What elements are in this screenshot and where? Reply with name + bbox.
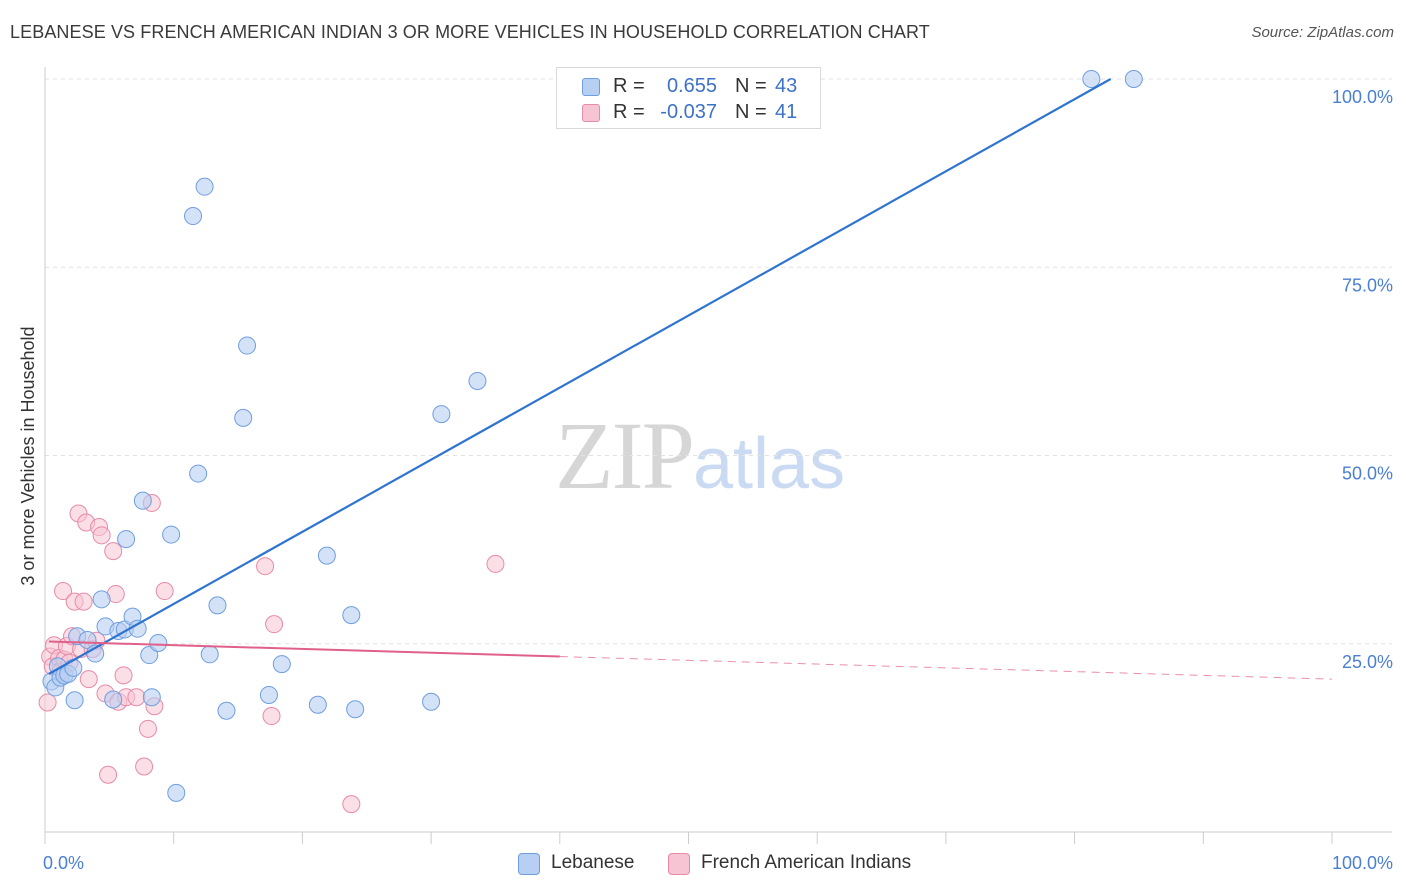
lebanese-point xyxy=(1082,70,1101,88)
lebanese-swatch xyxy=(582,78,600,96)
lebanese-point xyxy=(208,596,227,615)
lebanese-point xyxy=(142,688,161,707)
lebanese-point xyxy=(104,690,123,709)
lebanese-point xyxy=(184,207,203,226)
french-american-indians-trendline xyxy=(48,640,560,658)
french-american-indians-point xyxy=(262,707,281,726)
trendline-layer xyxy=(48,78,1333,680)
y-tick-label: 50.0% xyxy=(1342,464,1393,484)
x-tick-label: 0.0% xyxy=(43,853,84,873)
legend-n-label: N = xyxy=(735,101,767,123)
lebanese-point xyxy=(346,700,365,719)
legend-label-lebanese: Lebanese xyxy=(551,852,635,873)
lebanese-point xyxy=(149,633,168,652)
french-american-indians-point xyxy=(99,765,118,784)
lebanese-point xyxy=(133,491,152,510)
french-american-indians-point xyxy=(79,670,98,689)
lebanese-point xyxy=(1124,70,1143,88)
y-tick-label: 75.0% xyxy=(1342,275,1393,295)
lebanese-point xyxy=(317,546,336,565)
lebanese-point xyxy=(238,336,257,355)
french-american-indians-point xyxy=(342,795,361,814)
legend-n-label: N = xyxy=(735,75,767,97)
x-tick-label: 100.0% xyxy=(1332,853,1393,873)
french-american-indians-point xyxy=(135,757,154,776)
french-american-indians-legend-swatch xyxy=(668,853,690,875)
french-american-indians-point xyxy=(74,592,93,611)
legend-r-value: 0.655 xyxy=(666,75,717,97)
french-american-indians-trendline-extension xyxy=(559,656,1333,680)
lebanese-point xyxy=(64,658,83,677)
lebanese-point xyxy=(217,701,236,720)
lebanese-trendline xyxy=(48,78,1112,675)
grid-layer xyxy=(45,78,1392,645)
french-american-indians-point xyxy=(256,557,275,576)
french-american-indians-point xyxy=(486,554,505,573)
legend-r-label: R = xyxy=(613,101,645,123)
french-american-indians-point xyxy=(155,582,174,601)
legend-row-french-american-indians: R = -0.037 N = 41 xyxy=(557,101,820,127)
lebanese-point xyxy=(432,405,451,424)
lebanese-point xyxy=(195,177,214,196)
lebanese-point xyxy=(78,630,97,649)
french-american-indians-point xyxy=(114,666,133,685)
y-axis-title: 3 or more Vehicles in Household xyxy=(18,326,38,585)
legend-label-french-american-indians: French American Indians xyxy=(701,852,912,873)
legend-n-value: 43 xyxy=(775,75,798,97)
lebanese-point xyxy=(234,408,253,427)
lebanese-point xyxy=(342,606,361,625)
french-american-indians-point xyxy=(104,542,123,561)
lebanese-point xyxy=(162,525,181,544)
y-tick-label: 100.0% xyxy=(1332,87,1393,107)
chart-title: LEBANESE VS FRENCH AMERICAN INDIAN 3 OR … xyxy=(10,22,930,42)
lebanese-point xyxy=(259,685,278,704)
series-legend: Lebanese French American Indians xyxy=(0,851,1406,877)
french-american-indians-point xyxy=(265,615,284,634)
lebanese-point xyxy=(422,692,441,711)
lebanese-point xyxy=(65,691,84,710)
french-american-indians-point xyxy=(38,693,57,712)
source-credit: Source: ZipAtlas.com xyxy=(1251,24,1394,41)
lebanese-points xyxy=(42,70,1143,802)
lebanese-point xyxy=(117,530,136,549)
correlation-legend: R = 0.655 N = 43 R = -0.037 N = 41 xyxy=(556,67,821,129)
lebanese-point xyxy=(200,645,219,664)
lebanese-legend-swatch xyxy=(518,853,540,875)
lebanese-point xyxy=(468,371,487,390)
french-american-indians-point xyxy=(92,526,111,545)
lebanese-point xyxy=(189,464,208,483)
watermark-atlas: atlas xyxy=(693,424,846,504)
french-american-indians-point xyxy=(127,688,146,707)
legend-n-value: 41 xyxy=(775,101,798,123)
french-american-indians-point xyxy=(138,719,157,738)
lebanese-point xyxy=(140,646,159,665)
legend-r-label: R = xyxy=(613,75,645,97)
lebanese-point xyxy=(272,655,291,674)
watermark: ZIPatlas xyxy=(555,400,845,511)
lebanese-point xyxy=(167,783,186,802)
lebanese-point xyxy=(92,590,111,609)
legend-r-value: -0.037 xyxy=(660,101,717,123)
french-american-indians-swatch xyxy=(582,104,600,122)
tick-label-layer: 25.0% 50.0% 75.0% 100.0% 0.0% 100.0% 3 or more… xyxy=(18,87,1393,873)
legend-row-lebanese: R = 0.655 N = 43 xyxy=(557,75,820,101)
y-tick-label: 25.0% xyxy=(1342,652,1393,672)
lebanese-point xyxy=(308,695,327,714)
french-american-indians-point xyxy=(54,582,73,601)
